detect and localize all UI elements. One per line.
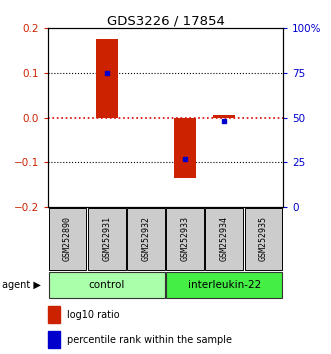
Text: GSM252931: GSM252931 xyxy=(102,216,111,262)
Bar xyxy=(166,209,204,269)
Text: GSM252933: GSM252933 xyxy=(181,216,190,262)
Bar xyxy=(213,115,235,118)
Text: percentile rank within the sample: percentile rank within the sample xyxy=(67,335,232,345)
Bar xyxy=(166,272,282,298)
Bar xyxy=(206,209,243,269)
Bar xyxy=(245,209,282,269)
Text: interleukin-22: interleukin-22 xyxy=(188,280,261,290)
Bar xyxy=(127,209,165,269)
Text: log10 ratio: log10 ratio xyxy=(67,310,119,320)
Bar xyxy=(174,118,196,178)
Bar xyxy=(48,306,60,323)
Bar xyxy=(48,331,60,348)
Bar xyxy=(49,209,86,269)
Text: GSM252934: GSM252934 xyxy=(220,216,229,262)
Bar xyxy=(96,40,118,118)
Title: GDS3226 / 17854: GDS3226 / 17854 xyxy=(107,14,224,27)
Text: control: control xyxy=(89,280,125,290)
Text: GSM252935: GSM252935 xyxy=(259,216,268,262)
Text: GSM252932: GSM252932 xyxy=(141,216,150,262)
Bar xyxy=(88,209,125,269)
Text: GSM252890: GSM252890 xyxy=(63,216,72,262)
Text: agent ▶: agent ▶ xyxy=(2,280,40,290)
Bar xyxy=(49,272,165,298)
